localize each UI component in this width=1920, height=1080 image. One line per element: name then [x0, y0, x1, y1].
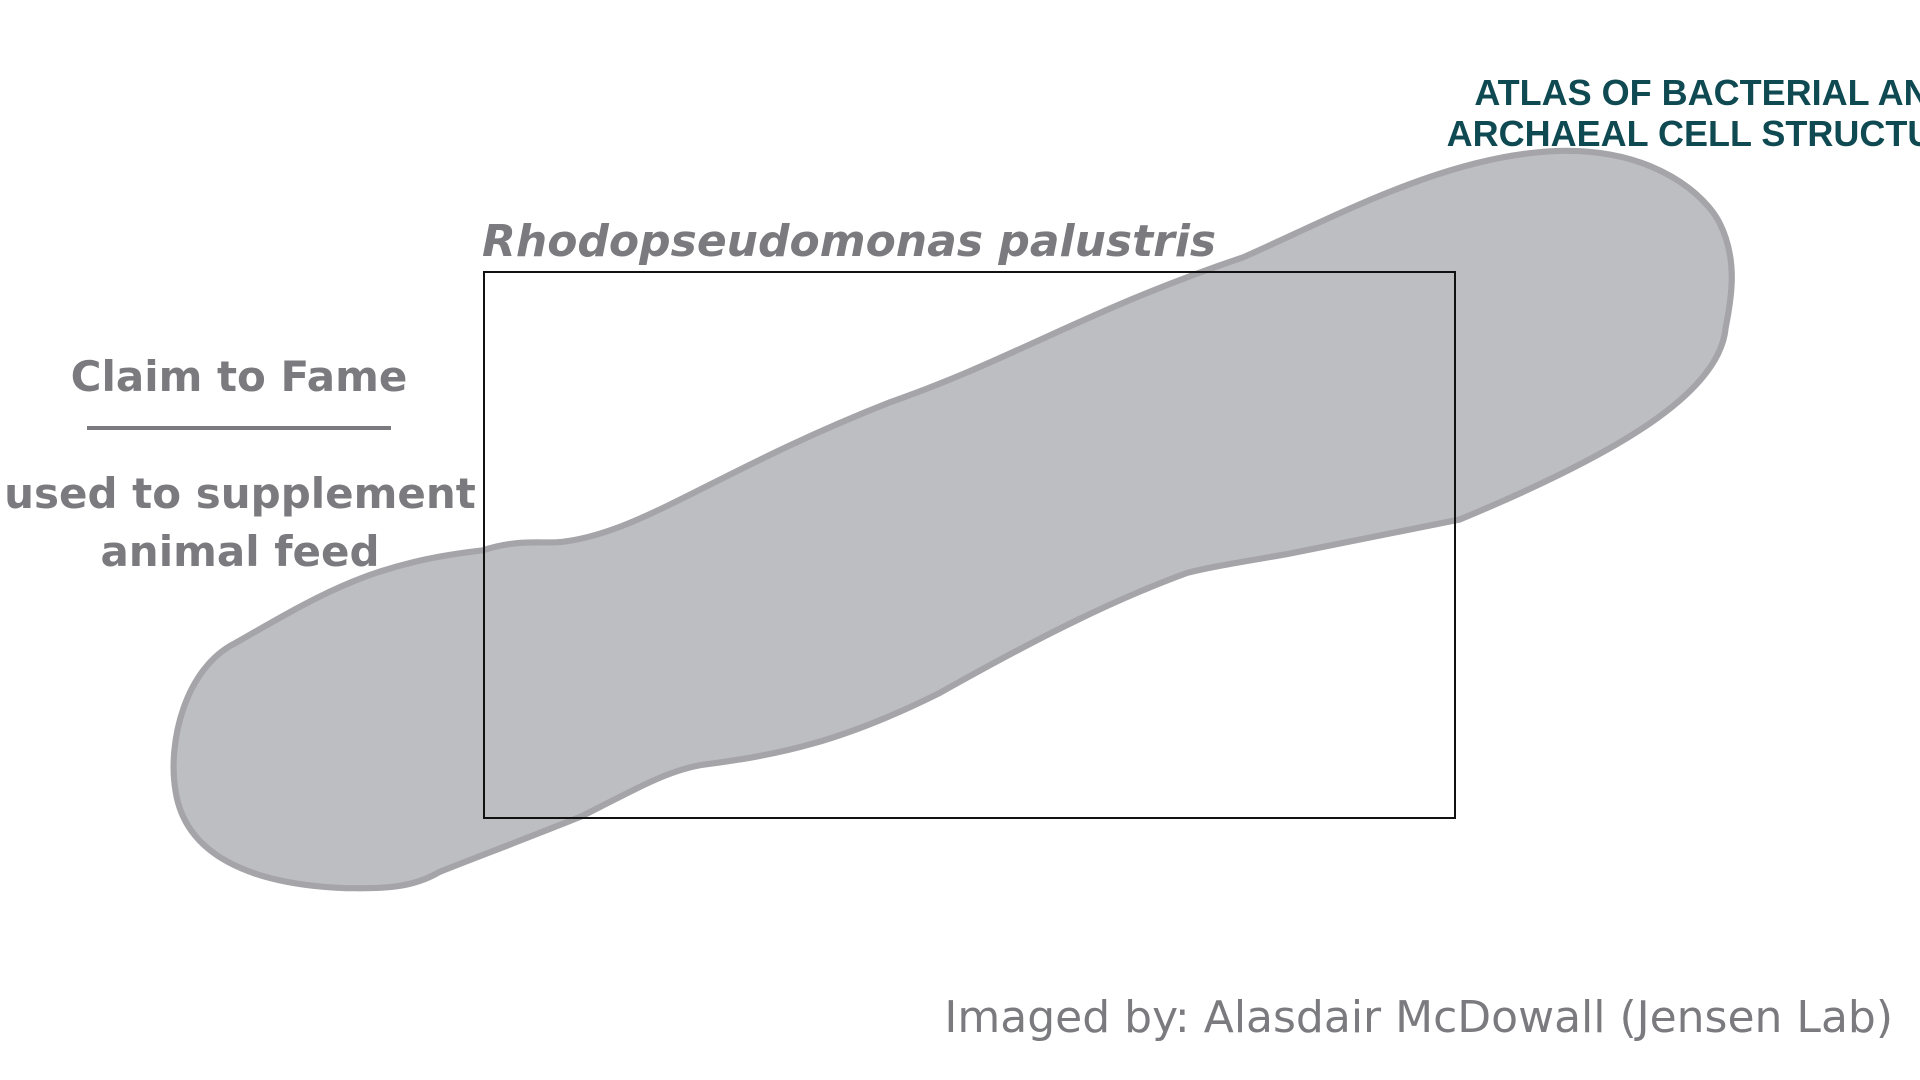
- cell-illustration: [170, 147, 1735, 892]
- image-credit: Imaged by: Alasdair McDowall (Jensen Lab…: [944, 992, 1893, 1043]
- specimen-title: Rhodopseudomonas palustris: [482, 216, 1216, 267]
- logo-line: ATLAS OF BACTERIAL AND: [1474, 72, 1920, 113]
- claim-heading: Claim to Fame: [71, 352, 408, 401]
- claim-text: used to supplement: [4, 469, 476, 518]
- image-frame: [483, 271, 1456, 819]
- claim-text: animal feed: [100, 527, 379, 576]
- cell-shape: [170, 147, 1735, 892]
- logo-line: ARCHAEAL CELL STRUCTURE: [1447, 113, 1920, 154]
